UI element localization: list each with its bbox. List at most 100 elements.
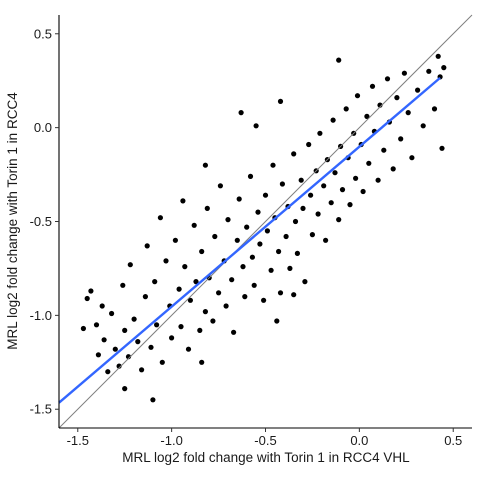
data-point: [240, 264, 246, 270]
data-point: [292, 218, 299, 225]
data-point: [101, 337, 107, 343]
data-point: [148, 344, 154, 350]
data-point: [308, 192, 314, 198]
data-point: [317, 130, 323, 136]
y-tick-label: -1.5: [30, 402, 52, 417]
data-point: [354, 93, 361, 99]
data-point: [204, 205, 210, 211]
data-point: [169, 335, 175, 341]
data-point: [336, 57, 342, 63]
data-point: [139, 367, 145, 373]
data-point: [283, 233, 289, 240]
data-point: [369, 83, 376, 89]
data-point: [398, 136, 404, 142]
data-point: [182, 264, 188, 270]
data-point: [131, 316, 137, 322]
data-point: [217, 183, 223, 189]
data-point: [231, 329, 237, 335]
data-point: [88, 288, 94, 294]
data-point: [306, 141, 312, 148]
y-axis-title: MRL log2 fold change with Torin 1 in RCC…: [5, 92, 20, 350]
regression-fit-line: [58, 76, 441, 404]
data-point: [112, 346, 118, 352]
data-point: [223, 303, 229, 309]
data-point: [390, 166, 396, 172]
data-point: [360, 188, 366, 195]
data-point: [364, 113, 370, 119]
data-point: [439, 145, 445, 151]
data-point: [234, 237, 240, 243]
data-point: [435, 53, 441, 59]
x-tick-label: -1.5: [67, 433, 89, 448]
data-point: [384, 76, 391, 82]
data-point: [176, 286, 182, 292]
data-point: [339, 187, 346, 193]
data-point: [225, 217, 231, 223]
data-point: [381, 147, 387, 153]
lines-layer: [58, 14, 473, 429]
data-point: [309, 232, 315, 238]
data-point: [193, 279, 199, 285]
data-point: [210, 318, 216, 324]
data-point: [172, 237, 178, 243]
data-point: [197, 327, 203, 333]
data-point: [144, 243, 150, 249]
data-point: [277, 98, 284, 104]
data-point: [187, 297, 193, 303]
data-point: [199, 248, 205, 255]
x-axis-title: MRL log2 fold change with Torin 1 in RCC…: [122, 450, 410, 465]
data-point: [261, 297, 267, 303]
data-point: [276, 248, 282, 255]
data-point: [251, 282, 257, 288]
data-point: [105, 369, 111, 375]
data-point: [291, 292, 297, 298]
data-point: [277, 290, 284, 296]
data-point: [244, 224, 250, 230]
data-point: [229, 277, 235, 283]
data-point: [287, 265, 293, 271]
data-point: [375, 177, 381, 183]
data-point: [191, 222, 197, 228]
y-tick-label: 0.5: [34, 26, 52, 41]
data-point: [300, 205, 306, 211]
x-tick-label: -0.5: [254, 433, 276, 448]
data-point: [323, 237, 329, 243]
data-point: [185, 346, 192, 352]
data-point: [202, 309, 208, 315]
data-point: [294, 250, 300, 256]
axes-layer: -1.5 -1.0 -0.5 0.0 0.5 -1.5 -1.0 -0.5 0.0 0.5: [30, 15, 472, 448]
data-point: [328, 200, 334, 206]
data-point: [274, 318, 280, 324]
data-point: [394, 95, 400, 101]
data-point: [401, 70, 407, 76]
data-point: [247, 173, 254, 179]
data-point: [157, 215, 163, 221]
data-point: [302, 279, 308, 285]
data-point: [159, 359, 165, 365]
data-point: [332, 170, 338, 176]
data-point: [116, 363, 122, 369]
data-point: [135, 339, 141, 345]
data-point: [415, 87, 421, 93]
data-point: [122, 386, 128, 392]
data-point: [253, 123, 259, 129]
data-point: [180, 198, 186, 204]
data-point: [236, 196, 242, 202]
data-point: [95, 352, 101, 358]
data-point: [212, 233, 218, 240]
data-point: [405, 110, 411, 116]
data-point: [127, 262, 133, 268]
y-tick-label: -0.5: [30, 214, 52, 229]
data-point: [409, 155, 415, 161]
data-point: [330, 117, 336, 123]
data-point: [84, 295, 90, 302]
data-point: [291, 151, 297, 157]
data-point: [93, 322, 100, 328]
data-point: [255, 209, 261, 215]
x-tick-label: -1.0: [160, 433, 182, 448]
data-point: [262, 192, 269, 198]
x-tick-label: 0.5: [444, 433, 462, 448]
data-point: [321, 183, 327, 189]
